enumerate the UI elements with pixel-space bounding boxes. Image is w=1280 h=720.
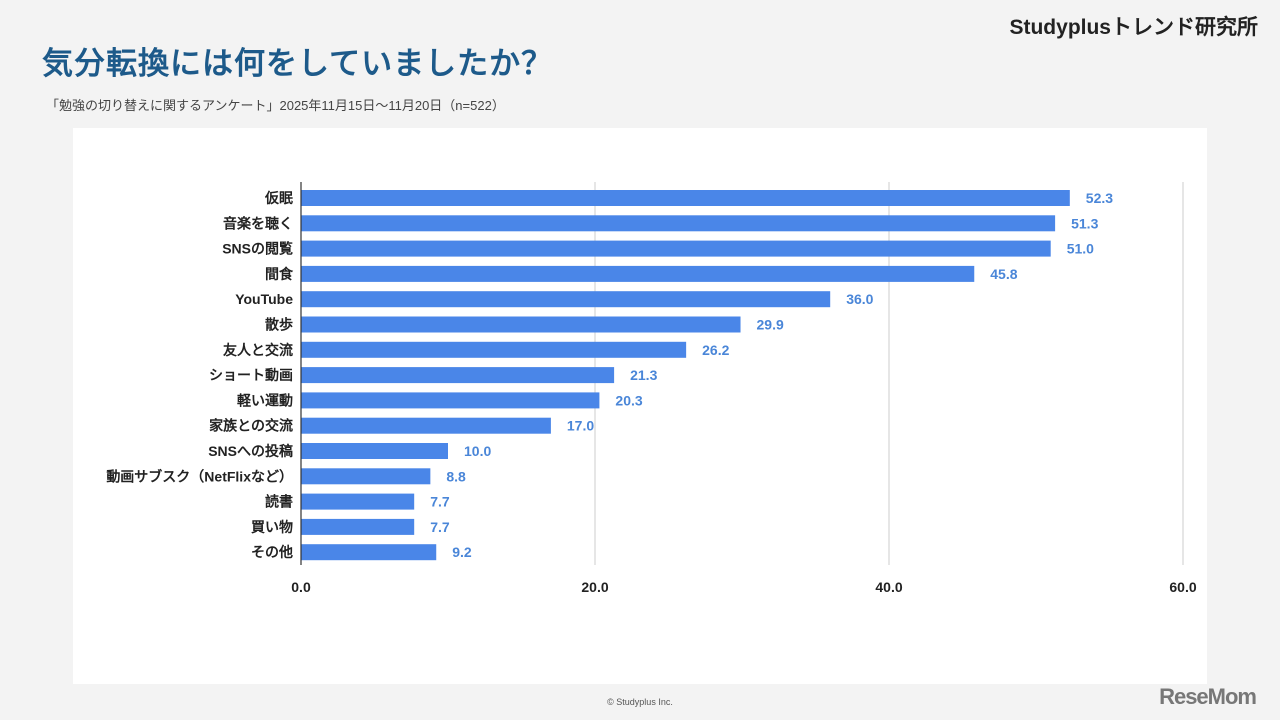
- page-title: 気分転換には何をしていましたか？: [42, 46, 554, 81]
- value-label: 21.3: [630, 367, 657, 383]
- value-label: 7.7: [430, 519, 450, 535]
- bar: [301, 417, 551, 434]
- category-label: 読書: [265, 494, 293, 510]
- value-label: 8.8: [446, 468, 466, 484]
- value-label: 51.0: [1067, 241, 1094, 257]
- value-label: 45.8: [990, 266, 1017, 282]
- category-label: 音楽を聴く: [223, 215, 293, 231]
- bar: [301, 291, 831, 308]
- value-label: 7.7: [430, 494, 450, 510]
- value-label: 9.2: [452, 544, 472, 560]
- bar: [301, 240, 1051, 257]
- x-tick-label: 0.0: [291, 579, 311, 595]
- value-label: 51.3: [1071, 215, 1098, 231]
- subtitle: 「勉強の切り替えに関するアンケート」2025年11月15日〜11月20日（n=5…: [46, 98, 505, 113]
- bar: [301, 392, 600, 409]
- bar: [301, 215, 1056, 232]
- copyright: © Studyplus Inc.: [607, 697, 673, 707]
- value-label: 17.0: [567, 418, 594, 434]
- value-label: 52.3: [1086, 190, 1113, 206]
- bar: [301, 468, 431, 485]
- value-label: 36.0: [846, 291, 873, 307]
- category-label: 散歩: [265, 317, 293, 333]
- value-label: 10.0: [464, 443, 491, 459]
- category-label: 家族との交流: [209, 418, 293, 434]
- value-label: 20.3: [615, 392, 642, 408]
- x-tick-label: 40.0: [875, 579, 902, 595]
- category-label: ショート動画: [209, 367, 293, 383]
- bar: [301, 190, 1070, 206]
- bar: [301, 367, 615, 384]
- category-label: 買い物: [251, 519, 293, 535]
- bar: [301, 443, 448, 459]
- value-label: 26.2: [702, 342, 729, 358]
- brand-logo: Studyplusトレンド研究所: [1009, 16, 1258, 39]
- bar: [301, 265, 975, 282]
- bar: [301, 518, 415, 535]
- category-label: 軽い運動: [237, 392, 293, 408]
- category-label: 間食: [265, 266, 294, 282]
- category-label: 仮眠: [264, 190, 293, 206]
- bar: [301, 316, 741, 333]
- category-label: SNSの閲覧: [222, 241, 293, 257]
- resemom-logo: ReseMom: [1159, 684, 1257, 709]
- bar: [301, 341, 687, 358]
- bar: [301, 493, 415, 510]
- bar: [301, 544, 437, 561]
- category-label: SNSへの投稿: [208, 443, 293, 459]
- value-label: 29.9: [757, 317, 784, 333]
- category-label: 動画サブスク（NetFlixなど）: [106, 468, 293, 484]
- x-tick-label: 60.0: [1169, 579, 1196, 595]
- category-label: 友人と交流: [223, 342, 293, 358]
- category-label: その他: [251, 544, 293, 560]
- x-tick-label: 20.0: [581, 579, 608, 595]
- category-label: YouTube: [235, 291, 293, 307]
